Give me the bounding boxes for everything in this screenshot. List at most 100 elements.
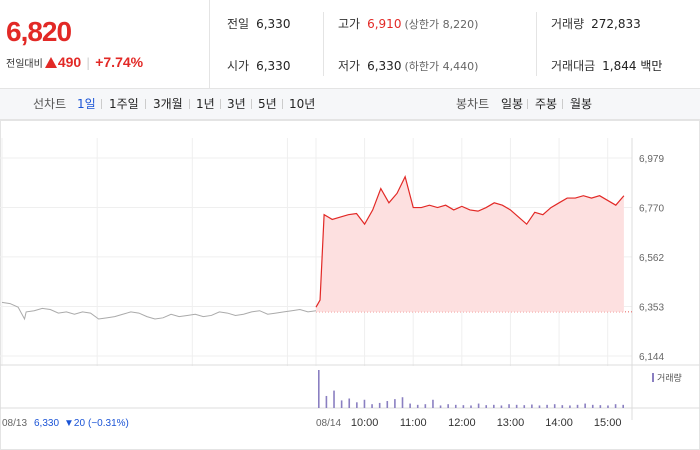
y-tick-label: 6,562 xyxy=(639,253,664,264)
tab-monthly-candle[interactable]: 월봉 xyxy=(570,97,593,111)
volume-bar xyxy=(386,401,389,408)
tab-1week[interactable]: 1주일 xyxy=(109,97,139,111)
stat-value: 6,330 xyxy=(256,17,291,31)
volume-bar xyxy=(424,404,427,408)
volume-bar xyxy=(591,404,594,408)
tab-separator xyxy=(189,99,190,109)
stat-sub: (상한가 8,220) xyxy=(404,18,479,31)
tab-separator xyxy=(562,99,563,109)
volume-legend-swatch xyxy=(652,373,654,382)
prev-change-label: ▼20 xyxy=(64,418,85,429)
volume-bar xyxy=(409,403,411,408)
quote-header: 6,820 전일대비 490 | +7.74% 전일 6,330 고가 6,910 (상한가… xyxy=(0,0,700,89)
current-price-box: 6,820 전일대비 490 | +7.74% xyxy=(0,0,210,88)
tab-3month[interactable]: 3개월 xyxy=(153,97,183,111)
y-tick-label: 6,979 xyxy=(639,154,664,165)
y-tick-label: 6,144 xyxy=(639,352,664,363)
x-tick-label: 10:00 xyxy=(351,417,379,429)
prev-date-label: 08/13 xyxy=(2,418,27,429)
tab-5year[interactable]: 5년 xyxy=(258,97,277,111)
x-tick-label: 15:00 xyxy=(594,417,622,429)
volume-bar xyxy=(477,403,480,408)
x-tick-label: 13:00 xyxy=(497,417,525,429)
stat-prev-close: 전일 6,330 xyxy=(227,14,290,34)
tab-10year[interactable]: 10년 xyxy=(289,97,316,111)
stat-turnover: 거래대금 1,844 백만 xyxy=(551,56,662,76)
volume-bar xyxy=(485,405,488,408)
x-tick-label: 11:00 xyxy=(400,417,427,429)
volume-bar xyxy=(599,405,602,408)
volume-bar xyxy=(439,405,442,408)
tab-weekly-candle[interactable]: 주봉 xyxy=(535,97,558,111)
tab-separator xyxy=(145,99,146,109)
volume-legend-label: 거래량 xyxy=(657,372,682,383)
volume-bar xyxy=(318,370,320,408)
candle-chart-label: 봉차트 xyxy=(456,97,490,111)
volume-bar xyxy=(553,404,556,408)
volume-bar xyxy=(470,405,472,408)
y-axis-labels: 6,979 6,770 6,562 6,353 6,144 xyxy=(639,154,664,363)
y-tick-label: 6,353 xyxy=(639,302,664,313)
price-chart: 거래량 6,979 6,770 6,562 6,353 6,144 08/13 6,330… xyxy=(0,120,700,450)
today-date-label: 08/14 xyxy=(316,418,341,429)
volume-bar xyxy=(584,403,586,408)
current-price: 6,820 xyxy=(6,16,72,47)
period-tabs: 선차트 1일 1주일 3개월 1년 3년 5년 10년 봉차트 일봉 주봉 월봉 xyxy=(0,89,700,120)
stat-value: 6,330 xyxy=(256,59,291,73)
change-percent: +7.74% xyxy=(95,54,144,70)
tab-1year[interactable]: 1년 xyxy=(196,97,215,111)
stat-volume: 거래량 272,833 xyxy=(551,14,641,34)
stat-key: 시가 xyxy=(227,59,250,73)
today-area xyxy=(316,176,624,312)
change-label: 전일대비 xyxy=(6,59,43,70)
volume-bar xyxy=(538,405,541,408)
prev-close-label: 6,330 xyxy=(34,418,59,429)
stat-value: 272,833 xyxy=(591,17,641,31)
volume-bar xyxy=(416,404,419,408)
volume-bar xyxy=(515,404,518,408)
volume-bar xyxy=(348,398,351,408)
tab-3year[interactable]: 3년 xyxy=(227,97,246,111)
stat-divider xyxy=(536,12,537,76)
y-tick-label: 6,770 xyxy=(639,204,664,215)
stat-value: 6,330 xyxy=(367,59,402,73)
today-series xyxy=(315,175,632,313)
tab-daily-candle[interactable]: 일봉 xyxy=(501,97,524,111)
stat-value: 6,910 xyxy=(367,17,402,31)
line-chart-label: 선차트 xyxy=(33,97,67,111)
volume-bar xyxy=(363,399,366,408)
prev-day-series xyxy=(1,301,317,321)
stat-open: 시가 6,330 xyxy=(227,56,290,76)
volume-bar xyxy=(325,395,328,408)
tab-separator xyxy=(220,99,221,109)
tab-separator xyxy=(251,99,252,109)
volume-bar xyxy=(340,400,343,408)
stat-key: 거래량 xyxy=(551,17,585,31)
tab-1day[interactable]: 1일 xyxy=(77,97,96,111)
prev-day-line xyxy=(1,301,317,321)
change-value: 490 xyxy=(57,54,82,70)
volume-bar xyxy=(523,405,526,408)
volume-bar xyxy=(500,405,503,408)
volume-bar xyxy=(378,402,381,408)
stat-key: 거래대금 xyxy=(551,59,596,73)
volume-bar xyxy=(508,404,510,408)
tab-separator xyxy=(282,99,283,109)
volume-bar xyxy=(576,404,579,408)
volume-bar xyxy=(371,404,373,408)
stat-high: 고가 6,910 (상한가 8,220) xyxy=(338,14,478,34)
stat-key: 저가 xyxy=(338,59,361,73)
volume-bar xyxy=(607,405,609,408)
volume-bar xyxy=(493,404,495,408)
x-axis-labels: 08/13 6,330 ▼20 (−0.31%) 08/14 10:00 11:00 12:0… xyxy=(2,417,621,429)
tab-separator xyxy=(101,99,102,109)
volume-bar xyxy=(531,404,533,408)
x-tick-label: 12:00 xyxy=(448,417,476,429)
volume-bar xyxy=(561,405,564,408)
prev-change-pct-label: (−0.31%) xyxy=(88,418,129,429)
change-separator: | xyxy=(86,56,91,70)
volume-bar xyxy=(546,404,548,408)
volume-bar xyxy=(432,399,434,408)
volume-bar xyxy=(614,404,617,408)
volume-bar xyxy=(356,402,358,408)
